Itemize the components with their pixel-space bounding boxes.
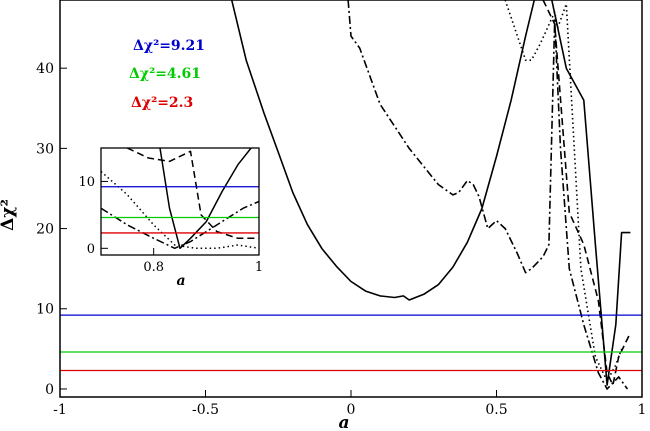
inset-background	[101, 148, 259, 255]
inset-series-solid-1	[159, 148, 252, 250]
main-series-dotted-4	[504, 0, 623, 382]
main-y-tick-label: 10	[36, 302, 54, 318]
legend-label-blue: Δχ²=9.21	[133, 38, 205, 54]
main-y-tick-label: 20	[36, 221, 54, 237]
x-axis-label: a	[338, 413, 349, 431]
main-x-tick-label: -1	[53, 402, 67, 418]
main-x-tick-label: 1	[638, 402, 647, 418]
main-series-solid-1	[230, 0, 536, 301]
main-x-tick-label: 0	[347, 402, 356, 418]
legend-label-green: Δχ²=4.61	[129, 66, 201, 82]
inset-plot-frame	[100, 147, 260, 256]
inset-series-dashed-2	[126, 148, 259, 240]
main-y-tick-label: 40	[36, 61, 54, 77]
inset-y-tick-label: 10	[78, 175, 95, 190]
inset-series-dashdot-3	[101, 200, 259, 250]
y-axis-label: Δχ²	[0, 199, 18, 231]
legend-label-red: Δχ²=2.3	[131, 95, 193, 111]
main-x-tick-label: -0.5	[192, 402, 219, 418]
main-series-dashdot-3	[347, 0, 629, 390]
inset-x-tick-label: 0.8	[143, 260, 164, 275]
main-y-tick-label: 0	[45, 382, 54, 398]
inset-x-tick-label: 1	[255, 260, 263, 275]
inset-y-tick-label: 0	[87, 242, 95, 257]
main-series-solid-2	[551, 0, 631, 386]
main-x-tick-label: 0.5	[485, 402, 507, 418]
inset-series-dotted-4	[101, 170, 259, 250]
main-series-dashed-5	[542, 0, 632, 386]
inset-x-axis-label: a	[176, 273, 185, 289]
main-y-tick-label: 30	[36, 141, 54, 157]
